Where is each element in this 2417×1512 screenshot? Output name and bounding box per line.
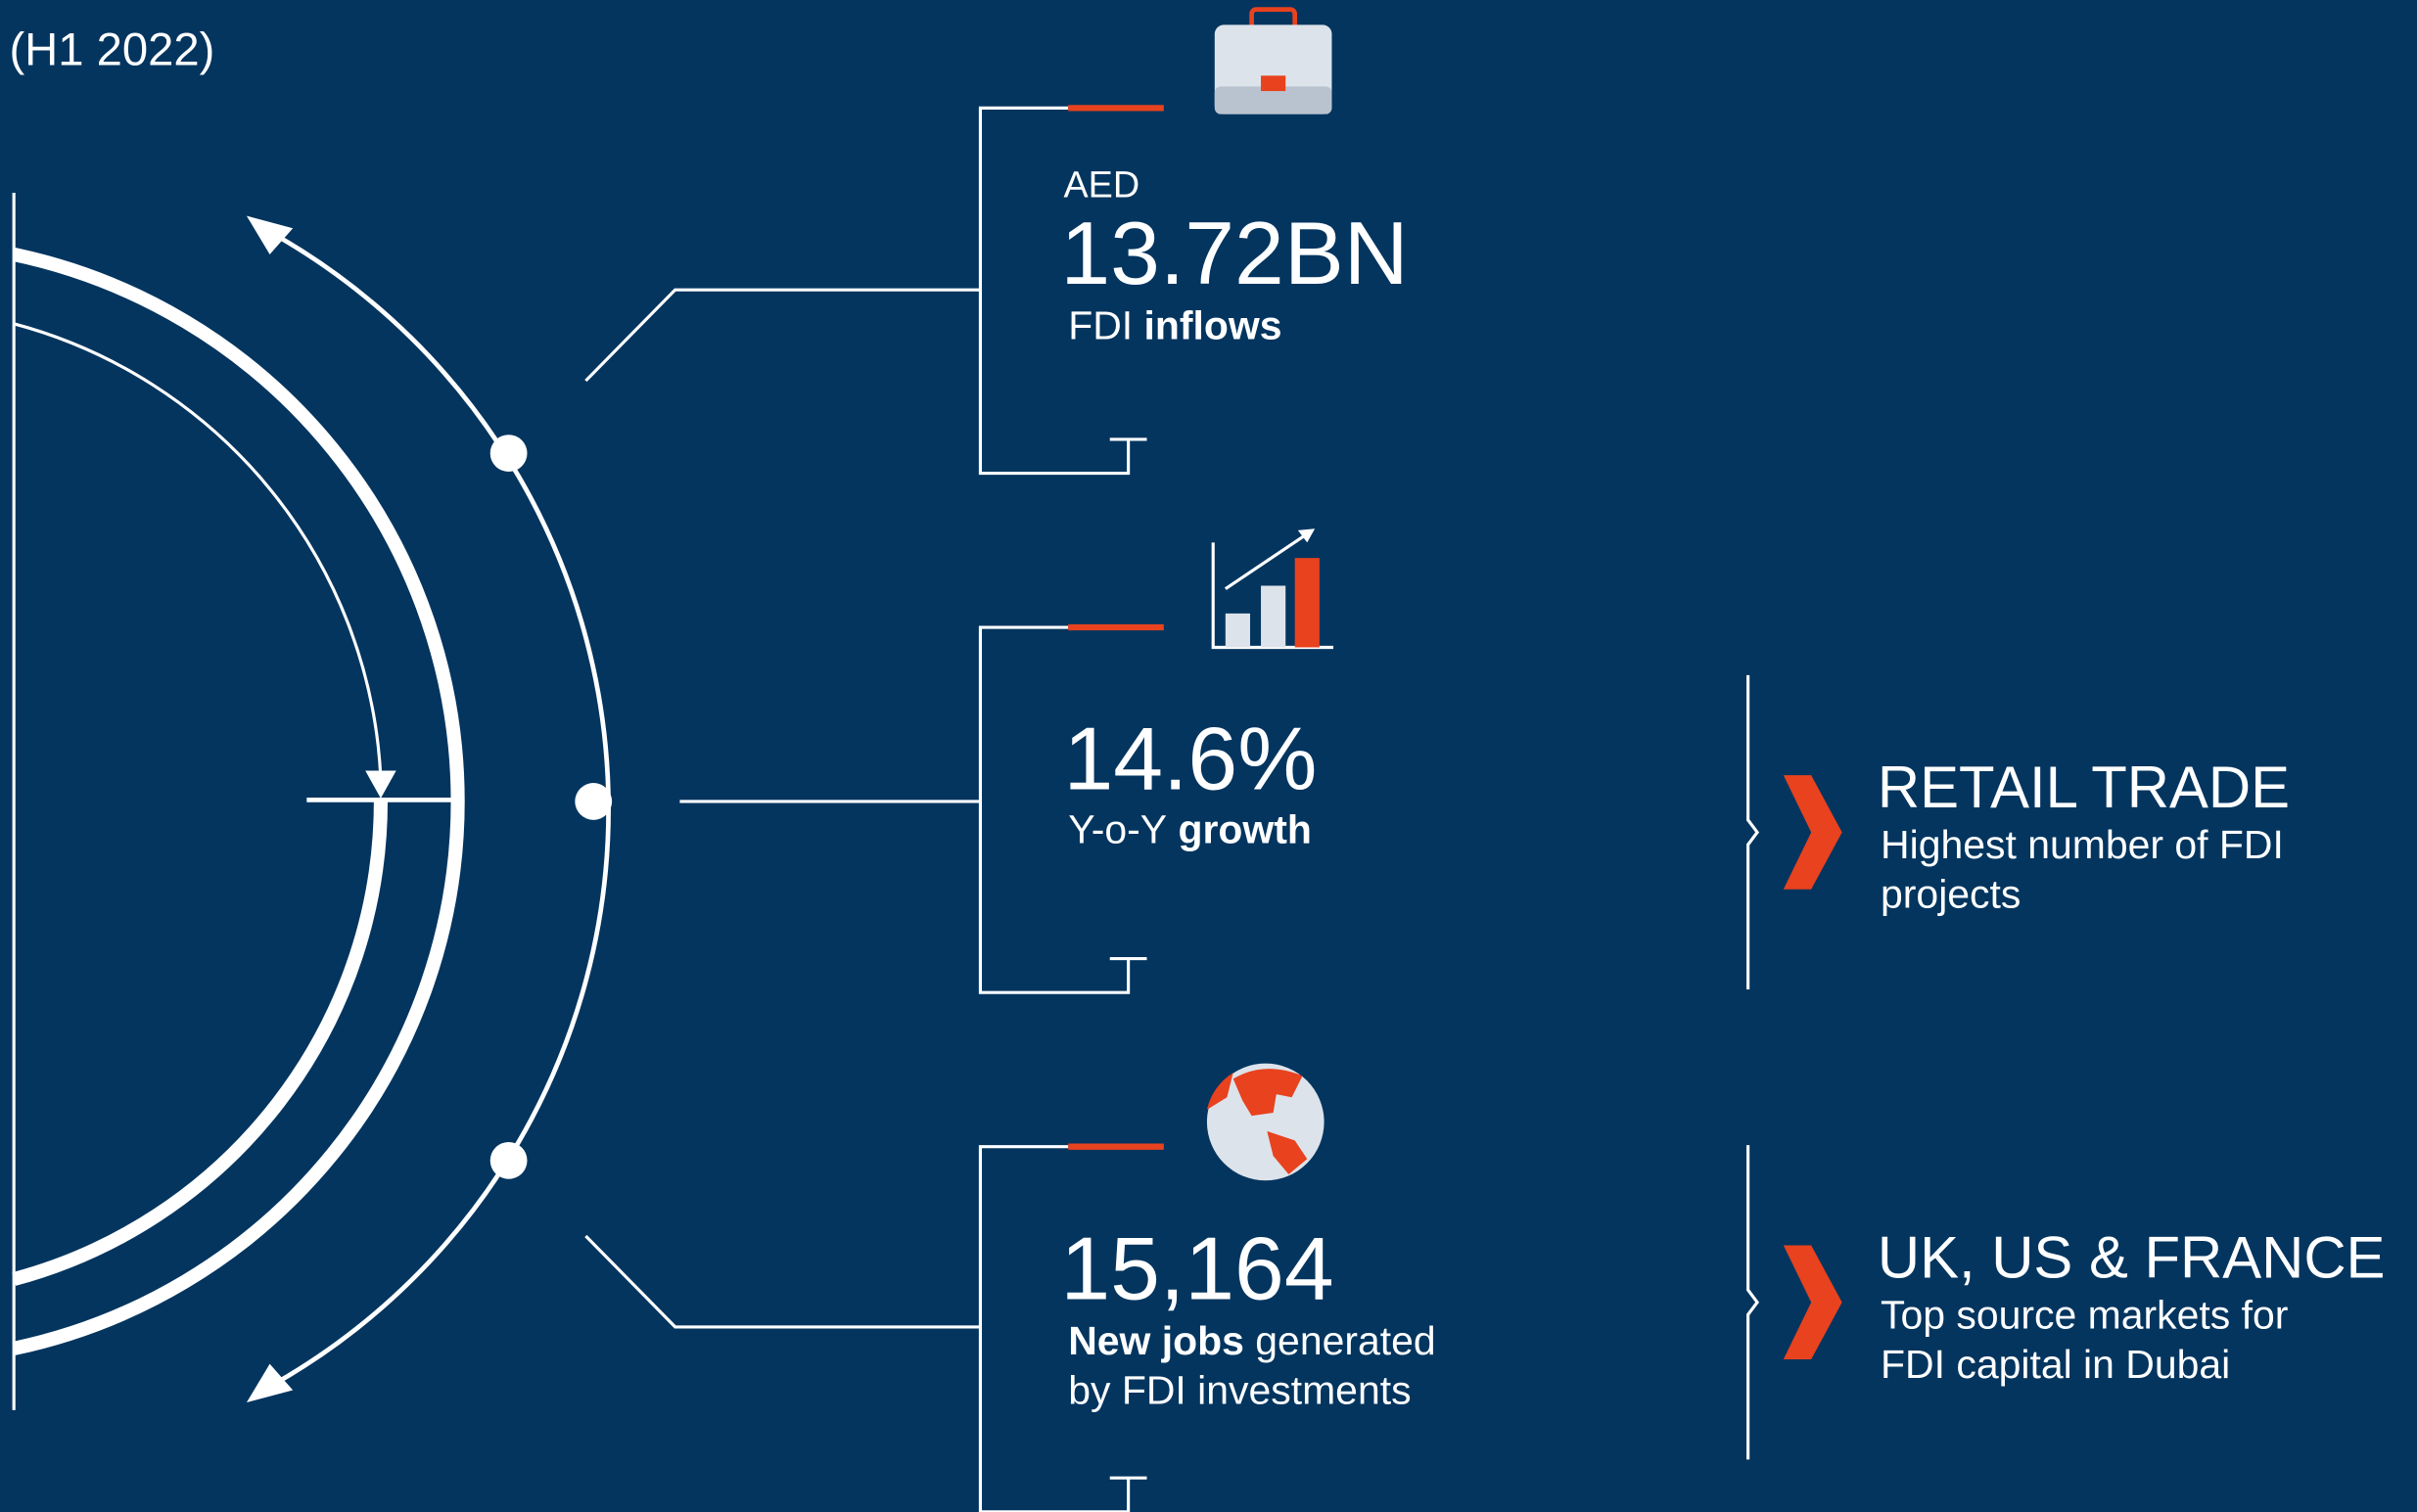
label-bold: growth — [1178, 806, 1311, 851]
label-plain: Y-o-Y — [1068, 806, 1167, 851]
chevron — [1783, 775, 1842, 890]
arcs — [12, 192, 981, 1410]
stat-value: 15,164 — [1060, 1219, 1333, 1319]
stat-value: 13.72BN — [1060, 204, 1408, 303]
chevron — [1783, 1245, 1842, 1359]
bracket — [978, 106, 1131, 476]
briefcase-icon — [1214, 7, 1332, 115]
highlight-line: Top source markets for — [1881, 1292, 2288, 1337]
period: (H1 2022) — [9, 23, 214, 75]
label-plain: FDI — [1068, 303, 1133, 348]
highlight-line: FDI capital in Dubai — [1881, 1342, 2230, 1387]
chart-icon — [1211, 528, 1334, 650]
divider — [1746, 1145, 1760, 1460]
stat-label-line2: by FDI investments — [1068, 1368, 1411, 1413]
divider — [1746, 674, 1760, 990]
stat-label: New jobs generated — [1068, 1318, 1435, 1363]
label-plain: generated — [1255, 1318, 1435, 1363]
highlight-title: RETAIL TRADE — [1878, 755, 2290, 820]
stat-label: FDI inflows — [1068, 303, 1281, 348]
highlight-line: Highest number of FDI — [1881, 822, 2284, 867]
stat-value: 14.6% — [1063, 709, 1317, 808]
stat-prefix: AED — [1063, 165, 1139, 206]
highlight-title: UK, US & FRANCE — [1878, 1225, 2386, 1291]
globe-icon — [1206, 1063, 1325, 1181]
bracket — [978, 625, 1131, 994]
label-bold: inflows — [1144, 303, 1282, 348]
highlight-line: projects — [1881, 872, 2021, 917]
stat-label: Y-o-Y growth — [1068, 806, 1312, 851]
label-bold: New jobs — [1068, 1318, 1244, 1363]
